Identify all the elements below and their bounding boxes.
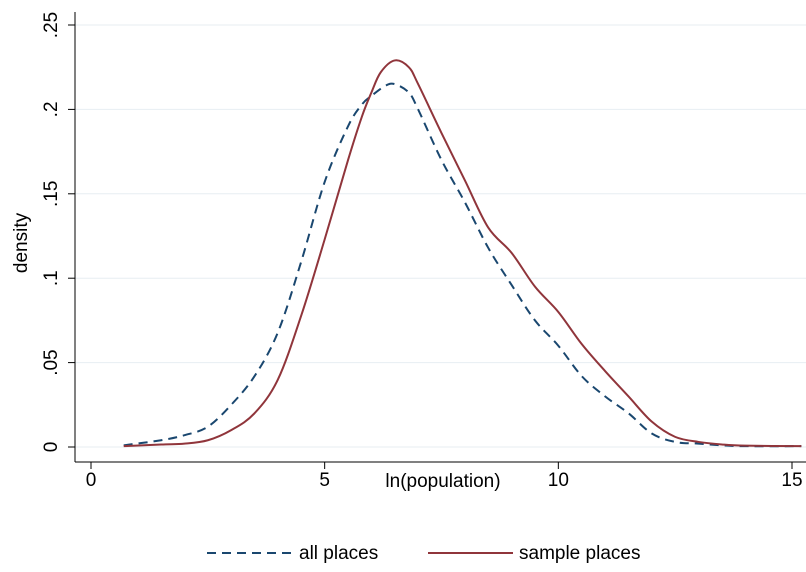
y-tick-label: .1 — [41, 270, 62, 286]
series-lines — [123, 59, 802, 448]
y-tick-label: 0 — [41, 442, 62, 453]
y-tick-label: .15 — [41, 181, 62, 207]
y-tick-label: .25 — [41, 12, 62, 38]
x-axis-title: ln(population) — [385, 471, 500, 492]
series-line-sample-places — [123, 59, 802, 448]
tick-marks-and-labels: 0 .05 .1 .15 .2 .25 0 5 10 15 — [41, 12, 803, 491]
x-tick-label: 15 — [781, 470, 802, 491]
y-tick-label: .05 — [41, 349, 62, 375]
axes — [74, 12, 806, 463]
x-tick-label: 10 — [548, 470, 569, 491]
gridlines — [75, 24, 806, 448]
x-tick-label: 5 — [319, 470, 330, 491]
legend: all places sample places — [207, 543, 640, 564]
legend-label-sample-places: sample places — [519, 543, 640, 564]
legend-label-all-places: all places — [299, 543, 378, 564]
y-axis-title: density — [11, 212, 32, 273]
series-line-all-places — [123, 82, 802, 448]
y-tick-label: .2 — [41, 101, 62, 117]
x-tick-label: 0 — [86, 470, 97, 491]
